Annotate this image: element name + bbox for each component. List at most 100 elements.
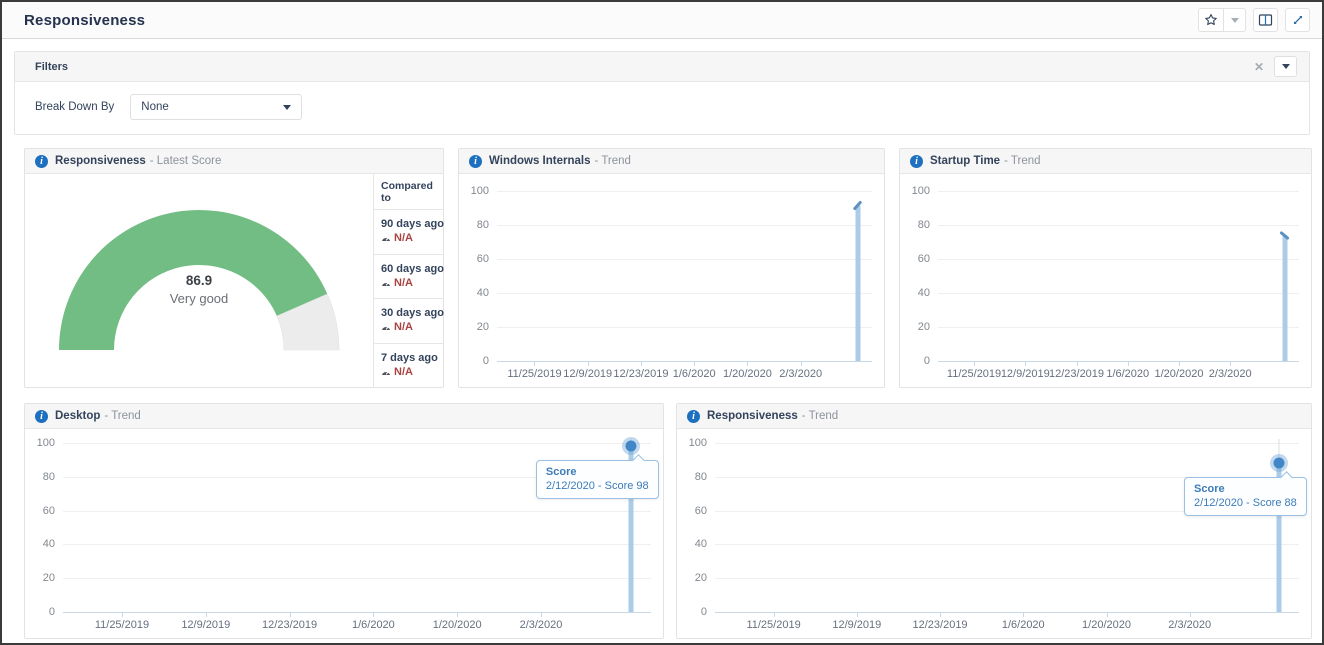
panel-title-suffix: - Trend [594,155,631,167]
x-axis-tick [534,362,536,366]
x-axis-tick [640,362,642,366]
layout-columns-button[interactable] [1253,8,1278,32]
filters-header: Filters ✕ [15,52,1309,82]
top-bar: Responsiveness [2,2,1322,39]
compared-row: 90 days ago N/A [374,210,444,255]
info-icon[interactable]: i [910,154,923,168]
x-axis-tick-label: 11/25/2019 [946,368,1002,380]
favorite-menu-button[interactable] [1224,8,1246,32]
x-axis-tick-label: 12/9/2019 [181,619,231,631]
gridline [715,443,1299,444]
caret-down-icon [1230,17,1239,23]
panel-responsiveness-latest-score: i Responsiveness - Latest Score 86.9 Ver… [24,148,444,388]
info-icon[interactable]: i [469,154,482,168]
x-axis-tick [856,613,858,617]
crosshair-line [1278,439,1280,464]
y-axis-tick-label: 20 [917,321,930,333]
gridline [497,293,872,294]
startup-time-trend-chart[interactable]: 100 80 60 40 20 0 11/25/2019 12/9/2019 12/23/201… [900,174,1311,387]
filters-body: Break Down By None [15,82,1309,134]
gridline [715,544,1299,546]
y-axis-tick-label: 80 [694,470,707,483]
compared-to-table: Compared to 90 days ago N/A 60 days ago … [373,174,444,387]
y-axis-tick-label: 100 [688,437,707,449]
y-axis-tick-label: 0 [923,355,930,367]
gridline [63,443,651,444]
trend-spike[interactable] [1276,463,1282,612]
expand-button[interactable] [1285,8,1310,32]
close-icon[interactable]: ✕ [1253,59,1264,74]
panel-windows-internals-trend: i Windows Internals - Trend 100 80 60 40 20 0… [458,148,885,388]
y-axis-tick-label: 0 [482,355,489,367]
gridline [497,259,872,260]
info-icon[interactable]: i [35,409,48,423]
bottom-row: i Desktop - Trend 100 80 60 40 20 0 11/25/2019… [24,403,1312,639]
breakdown-select[interactable]: None [130,94,303,120]
desktop-trend-chart[interactable]: 100 80 60 40 20 0 11/25/2019 12/9/2019 12/23/201… [25,429,663,638]
info-icon[interactable]: i [35,154,48,168]
x-axis-tick-label: 1/6/2020 [351,619,395,631]
y-axis-tick-label: 100 [36,437,55,449]
gridline [715,510,1299,512]
compared-row: 60 days ago N/A [374,255,444,299]
y-axis-tick-label: 100 [911,185,930,197]
x-axis-tick [1025,362,1027,366]
x-axis-tick-label: 2/3/2020 [519,619,563,631]
filters-panel: Filters ✕ Break Down By None [14,51,1310,135]
compared-value: N/A [394,276,413,289]
compared-row: 7 days ago N/A [381,351,438,378]
responsiveness-trend-chart[interactable]: 100 80 60 40 20 0 11/25/2019 12/9/2019 12/23/201… [677,429,1311,638]
tooltip-series-name: Score [545,466,577,479]
compared-value: N/A [394,232,413,244]
caret-down-icon [1281,64,1290,69]
y-axis-tick-label: 80 [917,219,930,231]
x-axis-tick [541,613,542,617]
gridline [938,259,1299,260]
favorite-button[interactable] [1198,8,1224,32]
score-meter-icon [382,237,390,241]
x-axis-tick-label: 11/25/2019 [94,619,150,631]
panel-title: Desktop [55,410,101,422]
trend-spike[interactable] [1282,235,1288,361]
info-icon[interactable]: i [687,409,700,423]
x-axis-tick-label: 2/3/2020 [1168,619,1212,631]
windows-internals-trend-chart[interactable]: 100 80 60 40 20 0 11/25/2019 12/9/2019 12/23/201… [459,174,884,387]
compared-to-header: Compared to [374,174,443,210]
x-axis-tick [289,613,291,617]
x-axis-tick [1106,613,1108,617]
score-meter-icon [382,326,390,330]
panel-title-suffix: - Latest Score [149,155,222,167]
topbar-actions [1198,8,1310,32]
x-axis-tick [1178,362,1180,366]
x-axis-tick [121,613,123,617]
panel-title-suffix: - Trend [104,410,141,422]
data-point-marker[interactable] [625,440,637,452]
data-point-marker[interactable] [1273,457,1285,469]
trend-spike[interactable] [855,204,861,361]
y-axis-tick-label: 20 [42,572,55,585]
trend-spike[interactable] [628,446,634,612]
y-axis-tick-label: 0 [700,606,707,618]
gridline [63,510,651,512]
x-axis-tick-label: 1/6/2020 [1106,368,1150,380]
compared-value: N/A [394,365,413,378]
compared-value: N/A [394,321,413,333]
gauge-value: 86.9 [185,272,213,288]
panel-header: i Responsiveness - Trend [677,404,1311,429]
filters-title: Filters [35,60,69,73]
y-axis-tick-label: 100 [470,185,489,197]
x-axis-tick-label: 12/23/2019 [262,619,318,631]
gauge-arc [59,209,340,350]
y-axis-tick-label: 60 [694,504,707,517]
x-axis-line [497,361,872,362]
gridline [497,191,872,192]
panel-title: Responsiveness [707,410,798,422]
x-axis-tick [587,362,589,366]
x-axis-tick-label: 12/23/2019 [1048,368,1105,380]
chart-tooltip: Score 2/12/2020 - Score 98 [535,460,659,500]
panel-header: i Windows Internals - Trend [459,149,884,174]
x-axis-tick-label: 12/23/2019 [613,368,669,380]
panel-title-suffix: - Trend [801,410,839,422]
x-axis-tick [1127,362,1129,366]
filters-collapse-button[interactable] [1274,56,1297,77]
